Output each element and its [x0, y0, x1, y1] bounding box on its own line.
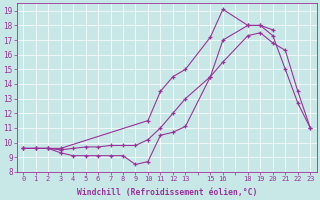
X-axis label: Windchill (Refroidissement éolien,°C): Windchill (Refroidissement éolien,°C) [76, 188, 257, 197]
